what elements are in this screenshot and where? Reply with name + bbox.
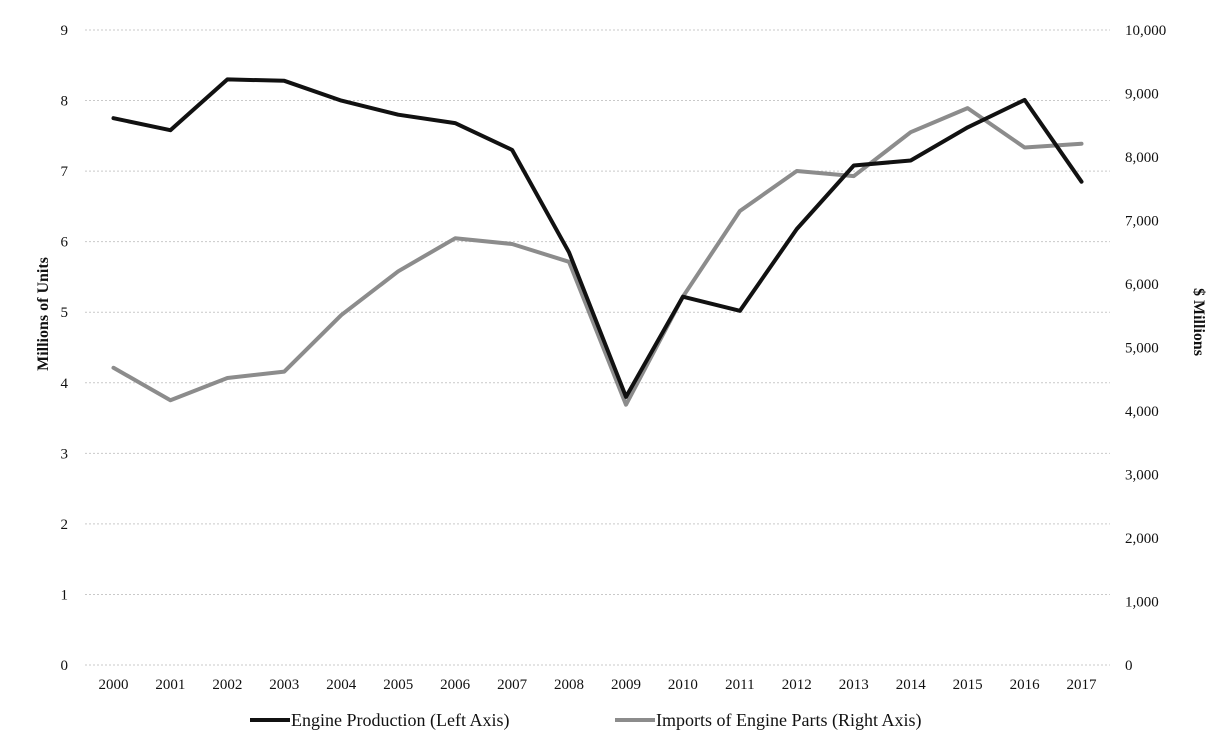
x-tick-label: 2016 bbox=[1010, 677, 1041, 693]
right-tick-label: 8,000 bbox=[1125, 150, 1159, 166]
gridlines bbox=[85, 29, 1110, 666]
x-tick-label: 2015 bbox=[953, 677, 983, 693]
right-axis-ticks: 0 1,000 2,000 3,000 4,000 5,000 6,000 7,000 8,00… bbox=[1125, 23, 1166, 674]
x-tick-label: 2007 bbox=[497, 677, 528, 693]
x-tick-label: 2017 bbox=[1067, 677, 1098, 693]
left-tick-label: 4 bbox=[61, 376, 69, 392]
x-tick-label: 2013 bbox=[839, 677, 869, 693]
left-tick-label: 2 bbox=[61, 517, 69, 533]
left-tick-label: 7 bbox=[61, 164, 69, 180]
x-tick-label: 2000 bbox=[98, 677, 128, 693]
left-tick-label: 6 bbox=[61, 235, 69, 251]
x-tick-label: 2010 bbox=[668, 677, 698, 693]
series-lines bbox=[111, 77, 1084, 407]
x-tick-label: 2011 bbox=[725, 677, 754, 693]
left-axis-title: Millions of Units bbox=[35, 257, 52, 371]
right-tick-label: 7,000 bbox=[1125, 214, 1159, 230]
right-tick-label: 4,000 bbox=[1125, 404, 1159, 420]
x-tick-label: 2008 bbox=[554, 677, 584, 693]
right-tick-label: 5,000 bbox=[1125, 341, 1159, 357]
left-tick-label: 5 bbox=[61, 305, 69, 321]
x-tick-label: 2014 bbox=[896, 677, 927, 693]
right-tick-label: 0 bbox=[1125, 658, 1133, 674]
legend-label-engine-production: Engine Production (Left Axis) bbox=[291, 710, 509, 731]
left-tick-label: 1 bbox=[61, 587, 69, 603]
left-tick-label: 9 bbox=[61, 23, 69, 39]
right-axis-title: $ Millions bbox=[1190, 288, 1207, 356]
x-tick-label: 2005 bbox=[383, 677, 413, 693]
x-tick-label: 2006 bbox=[440, 677, 471, 693]
x-tick-label: 2009 bbox=[611, 677, 641, 693]
x-tick-label: 2001 bbox=[155, 677, 185, 693]
right-tick-label: 10,000 bbox=[1125, 23, 1166, 39]
left-tick-label: 0 bbox=[61, 658, 69, 674]
right-tick-label: 1,000 bbox=[1125, 595, 1159, 611]
left-axis-ticks: 0 1 2 3 4 5 6 7 8 9 bbox=[61, 23, 69, 674]
x-tick-label: 2012 bbox=[782, 677, 812, 693]
legend: Engine Production (Left Axis) Imports of… bbox=[250, 710, 921, 731]
legend-label-imports-engine-parts: Imports of Engine Parts (Right Axis) bbox=[656, 710, 921, 731]
right-tick-label: 3,000 bbox=[1125, 468, 1159, 484]
x-tick-label: 2002 bbox=[212, 677, 242, 693]
left-tick-label: 8 bbox=[61, 94, 69, 110]
right-tick-label: 2,000 bbox=[1125, 531, 1159, 547]
right-tick-label: 6,000 bbox=[1125, 277, 1159, 293]
series-line-imports-engine-parts bbox=[111, 106, 1084, 407]
x-axis-ticks: 2000 2001 2002 2003 2004 2005 2006 2007 2008 2009… bbox=[98, 677, 1097, 693]
left-tick-label: 3 bbox=[61, 446, 69, 462]
series-line-engine-production bbox=[111, 77, 1084, 399]
x-tick-label: 2003 bbox=[269, 677, 299, 693]
right-tick-label: 9,000 bbox=[1125, 87, 1159, 103]
x-tick-label: 2004 bbox=[326, 677, 357, 693]
